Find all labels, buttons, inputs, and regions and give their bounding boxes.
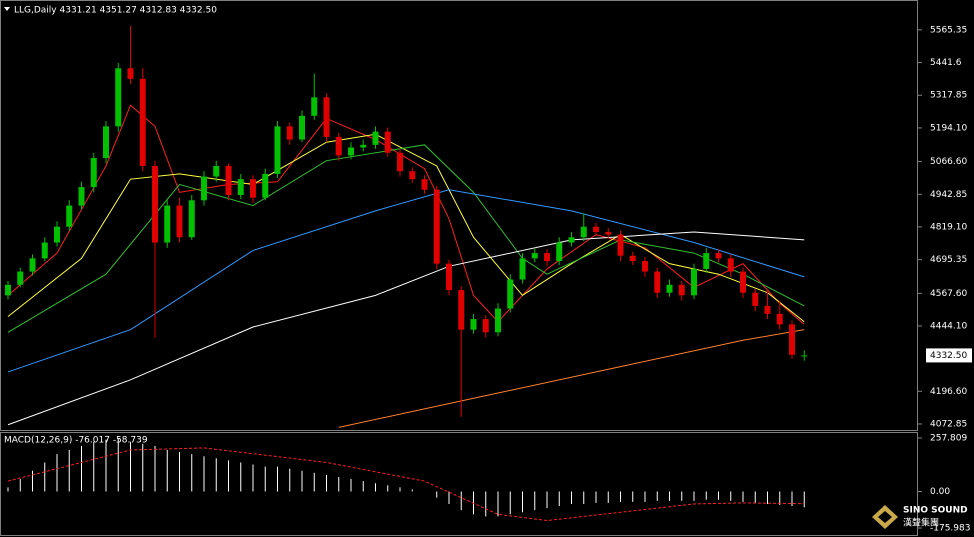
candle-body xyxy=(201,176,207,201)
logo-icon-inner xyxy=(878,511,892,523)
candle-body xyxy=(617,234,624,256)
candle-body xyxy=(703,253,710,269)
y-tick-label: 4695.35 xyxy=(930,255,967,265)
candle-body xyxy=(323,97,330,137)
candle-body xyxy=(348,147,354,156)
candle-body xyxy=(335,136,342,156)
y-tick-label: 4942.85 xyxy=(930,190,967,200)
candle-body xyxy=(752,292,759,306)
candle-body xyxy=(544,253,550,262)
price-label: 4332.50 xyxy=(930,351,967,361)
candle-body xyxy=(54,226,60,243)
candle-body xyxy=(605,231,612,235)
candle-body xyxy=(66,205,73,227)
candle-body xyxy=(176,205,183,238)
candle-body xyxy=(715,253,722,259)
candle-body xyxy=(789,324,795,355)
candle-body xyxy=(433,189,440,264)
candle-body xyxy=(286,126,293,140)
candle-body xyxy=(262,173,269,198)
candle-body xyxy=(556,242,563,262)
moving-average xyxy=(7,231,805,426)
candle-body xyxy=(801,355,808,357)
candle-body xyxy=(152,165,158,243)
y-tick-label: 0.00 xyxy=(930,487,950,497)
candle-body xyxy=(78,187,85,206)
y-tick-label: 5066.60 xyxy=(930,157,967,167)
candle-body xyxy=(666,284,673,293)
logo-name: SINO SOUND xyxy=(903,506,968,516)
candle-body xyxy=(740,271,746,293)
y-tick-label: 4567.60 xyxy=(930,289,967,299)
candle-body xyxy=(311,97,318,116)
candle-body xyxy=(764,305,771,314)
y-tick-label: 4196.60 xyxy=(930,387,967,397)
candle-body xyxy=(776,313,783,325)
candle-body xyxy=(360,144,367,148)
chart-title: LLG,Daily 4331.21 4351.27 4312.83 4332.5… xyxy=(14,6,217,16)
candle-body xyxy=(299,115,305,140)
candle-body xyxy=(397,152,403,172)
macd-panel xyxy=(0,432,918,536)
y-tick-label: 257.809 xyxy=(930,433,967,443)
moving-average xyxy=(7,104,805,325)
candle-body xyxy=(421,179,428,190)
candle-body xyxy=(139,78,146,166)
signal-line xyxy=(7,447,805,522)
candle-body xyxy=(691,268,697,296)
candle-body xyxy=(642,261,648,272)
candle-body xyxy=(127,68,134,79)
title-marker xyxy=(4,7,10,11)
macd-title: MACD(12,26,9) -76.017 -58.739 xyxy=(4,436,148,446)
y-tick-label: 4444.10 xyxy=(930,321,967,331)
candle-body xyxy=(274,126,281,174)
candle-body xyxy=(115,68,122,127)
candle-body xyxy=(29,258,36,272)
candle-body xyxy=(580,226,587,238)
candle-body xyxy=(103,126,109,159)
logo: SINO SOUND 漢聲集團 xyxy=(872,505,968,529)
candle-body xyxy=(90,158,97,188)
candle-body xyxy=(507,279,514,309)
candle-body xyxy=(164,205,171,243)
y-tick-label: 5565.35 xyxy=(930,25,967,35)
candle-body xyxy=(409,171,416,180)
candle-body xyxy=(568,237,575,243)
y-tick-label: 4072.85 xyxy=(930,419,967,429)
y-tick-label: 5317.85 xyxy=(930,91,967,101)
candle-body xyxy=(372,131,379,145)
main-panel xyxy=(0,0,918,431)
price-label-box xyxy=(926,348,972,363)
candle-body xyxy=(654,271,661,293)
y-tick-label: 4819.10 xyxy=(930,222,967,232)
y-tick-label: -175.983 xyxy=(930,524,970,534)
candle-body xyxy=(225,165,232,196)
candle-body xyxy=(384,131,391,153)
candle-body xyxy=(41,242,48,259)
candle-body xyxy=(237,179,244,196)
y-tick-label: 5441.6 xyxy=(930,58,962,68)
candle-body xyxy=(5,284,11,296)
moving-average xyxy=(338,329,805,428)
candle-body xyxy=(470,319,477,330)
candle-body xyxy=(495,308,501,333)
candle-body xyxy=(482,319,489,333)
candle-body xyxy=(188,200,195,238)
candle-body xyxy=(678,284,685,296)
moving-average xyxy=(7,189,805,373)
candle-body xyxy=(531,253,538,259)
candle-body xyxy=(727,258,734,272)
candle-body xyxy=(17,271,24,285)
candle-body xyxy=(446,263,452,291)
candle-body xyxy=(629,255,636,262)
candle-body xyxy=(250,179,256,198)
candle-body xyxy=(593,226,599,232)
y-tick-label: 5194.10 xyxy=(930,123,967,133)
candle-body xyxy=(213,165,220,177)
candle-body xyxy=(519,258,526,280)
logo-subtitle: 漢聲集團 xyxy=(903,517,939,529)
candle-body xyxy=(458,290,465,330)
moving-average xyxy=(7,144,805,333)
